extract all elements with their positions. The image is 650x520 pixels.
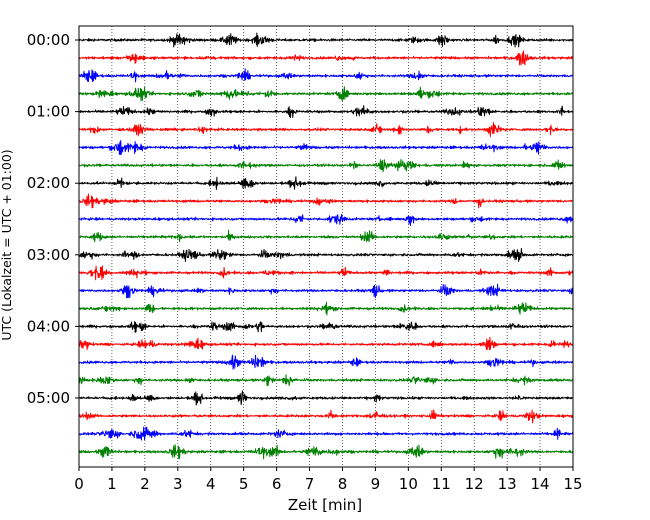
plot-frame <box>78 25 574 468</box>
x-tick-label: 13 <box>498 475 517 493</box>
seismogram-trace <box>78 86 574 102</box>
x-tick-label: 2 <box>140 475 150 493</box>
seismogram-trace <box>78 122 574 137</box>
traces <box>78 32 574 460</box>
seismogram-trace <box>78 444 574 460</box>
seismogram-trace <box>78 32 574 48</box>
x-tick-label: 0 <box>74 475 84 493</box>
seismogram-trace <box>78 68 574 83</box>
y-axis-label: UTC (Lokalzeit = UTC + 01:00) <box>0 149 14 340</box>
x-tick-label: 3 <box>173 475 183 493</box>
y-tick-label: 00:00 <box>27 31 70 49</box>
y-tick-label: 02:00 <box>27 174 70 192</box>
x-tick-label: 5 <box>239 475 249 493</box>
y-tick-label: 01:00 <box>27 103 70 121</box>
seismogram-trace <box>78 390 574 406</box>
seismogram-trace <box>78 50 574 66</box>
grid-lines <box>111 26 541 467</box>
seismogram-trace <box>78 283 574 299</box>
x-tick-label: 4 <box>206 475 216 493</box>
seismogram-trace <box>78 158 574 173</box>
seismogram-trace <box>78 426 574 441</box>
seismogram-trace <box>78 139 574 155</box>
x-tick-label: 8 <box>338 475 348 493</box>
x-axis-ticks: 0 1 2 3 4 5 6 7 8 9 10 11 12 13 14 15 <box>74 467 583 493</box>
x-tick-label: 6 <box>272 475 282 493</box>
seismogram-trace <box>78 213 574 226</box>
seismogram-trace <box>78 321 574 333</box>
x-tick-label: 1 <box>107 475 117 493</box>
y-tick-label: 05:00 <box>27 389 70 407</box>
seismogram-trace <box>78 409 574 424</box>
y-tick-label: 03:00 <box>27 246 70 264</box>
seismogram-trace <box>78 374 574 387</box>
y-axis-ticks: 00:00 01:00 02:00 03:00 04:00 05:00 <box>27 31 79 407</box>
seismogram-trace <box>78 193 574 209</box>
y-tick-label: 04:00 <box>27 317 70 335</box>
seismogram-trace <box>78 354 574 370</box>
seismogram-trace <box>78 176 574 190</box>
seismogram-trace <box>78 265 574 281</box>
x-axis-label: Zeit [min] <box>288 496 362 514</box>
x-tick-label: 11 <box>432 475 451 493</box>
x-tick-label: 12 <box>465 475 484 493</box>
x-tick-label: 14 <box>531 475 550 493</box>
seismogram-trace <box>78 105 574 118</box>
x-tick-label: 10 <box>399 475 418 493</box>
x-tick-label: 7 <box>305 475 315 493</box>
seismogram-trace <box>78 336 574 351</box>
seismogram-trace <box>78 229 574 243</box>
seismogram-trace <box>78 301 574 316</box>
seismogram-trace <box>78 247 574 263</box>
x-tick-label: 15 <box>563 475 582 493</box>
x-tick-label: 9 <box>371 475 381 493</box>
